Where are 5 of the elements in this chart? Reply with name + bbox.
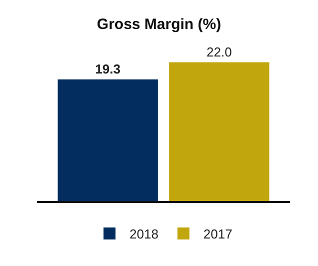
data-label: 19.3 xyxy=(95,61,120,76)
legend-label: 2018 xyxy=(130,226,158,242)
chart-title: Gross Margin (%) xyxy=(96,16,222,34)
legend-label: 2017 xyxy=(203,226,232,242)
data-label: 22.0 xyxy=(206,44,232,60)
